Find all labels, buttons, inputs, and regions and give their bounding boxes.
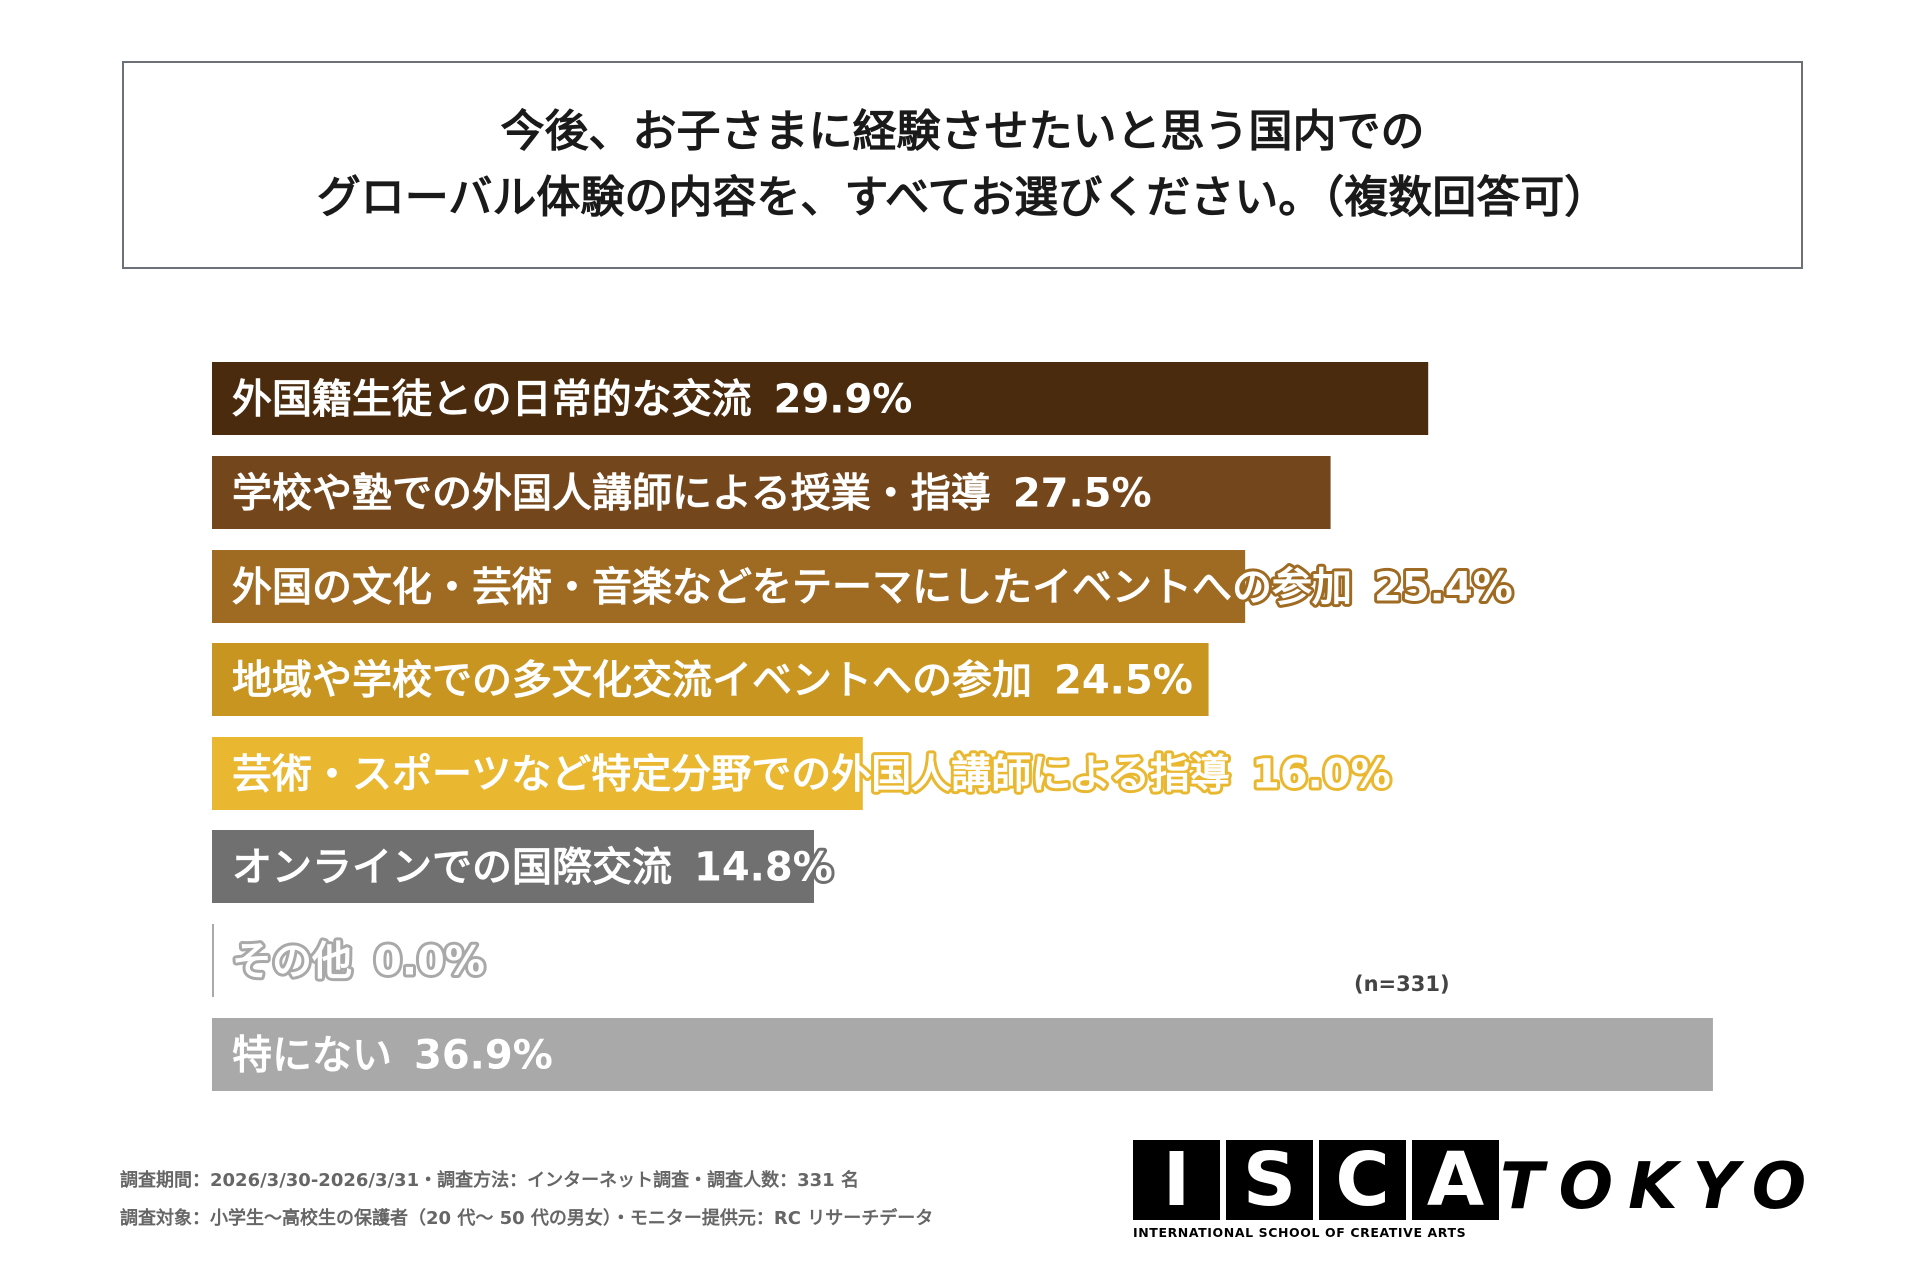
bar	[212, 1018, 1713, 1091]
bar-label: 外国の文化・芸術・音楽などをテーマにしたイベントへの参加 25.4%	[232, 565, 1513, 611]
bar-label: その他 0.0%	[232, 939, 485, 985]
chart-title-line-1: 今後、お子さまに経験させたいと思う国内での	[500, 106, 1425, 157]
logo-letter: C	[1319, 1137, 1406, 1223]
bar-label: 地域や学校での多文化交流イベントへの参加 24.5%	[232, 658, 1193, 704]
bar-category-label: その他	[232, 939, 352, 985]
bar-value-label: 29.9%	[774, 377, 913, 423]
bar-category-label: 外国籍生徒との日常的な交流	[232, 377, 752, 423]
bar-value-label: 14.8%	[694, 845, 833, 891]
chart-title-box: 今後、お子さまに経験させたいと思う国内での グローバル体験の内容を、すべてお選び…	[122, 61, 1803, 269]
bar-value-label: 24.5%	[1054, 658, 1193, 704]
bar-category-label: 地域や学校での多文化交流イベントへの参加	[232, 658, 1032, 704]
bar-value-label: 16.0%	[1252, 752, 1391, 798]
bar	[212, 550, 1246, 623]
logo-letter: S	[1226, 1137, 1313, 1223]
bar-value-label: 25.4%	[1374, 565, 1513, 611]
footnote-line-2: 調査対象：小学生～高校生の保護者（20 代～ 50 代の男女）・モニター提供元：…	[120, 1208, 934, 1229]
logo-letter-boxes: I S C A	[1133, 1137, 1499, 1223]
bar	[212, 737, 863, 810]
bar-value-label: 36.9%	[414, 1033, 553, 1079]
bar-label: 学校や塾での外国人講師による授業・指導 27.5%	[232, 471, 1152, 517]
bar-label: 芸術・スポーツなど特定分野での外国人講師による指導 16.0%	[232, 752, 1391, 798]
bar-label: オンラインでの国際交流 14.8%	[232, 845, 833, 891]
bar-category-label: 芸術・スポーツなど特定分野での外国人講師による指導	[232, 752, 1230, 798]
logo-letter: A	[1412, 1137, 1499, 1223]
chart-title-line-2: グローバル体験の内容を、すべてお選びください。（複数回答可）	[316, 172, 1609, 223]
logo-tagline: INTERNATIONAL SCHOOL OF CREATIVE ARTS	[1133, 1225, 1467, 1240]
sample-size-label: (n=331)	[1354, 972, 1450, 996]
bar-category-label: 学校や塾での外国人講師による授業・指導	[232, 471, 991, 517]
logo-city: TOKYO	[1500, 1150, 1822, 1224]
bar-value-label: 0.0%	[374, 939, 485, 985]
footnote-line-1: 調査期間：2026/3/30-2026/3/31・調査方法：インターネット調査・…	[120, 1170, 859, 1191]
bar	[212, 830, 814, 903]
bar-label: 特にない 36.9%	[232, 1033, 553, 1079]
bar-label: 外国籍生徒との日常的な交流 29.9%	[232, 377, 912, 423]
bar	[212, 456, 1331, 529]
isca-logo: I S C A INTERNATIONAL SCHOOL OF CREATIVE…	[1133, 1137, 1499, 1240]
bar	[212, 362, 1429, 435]
bar	[212, 643, 1209, 716]
bar-category-label: 特にない	[232, 1033, 392, 1079]
bar-category-label: オンラインでの国際交流	[232, 845, 672, 891]
bar-value-label: 27.5%	[1013, 471, 1152, 517]
bar-category-label: 外国の文化・芸術・音楽などをテーマにしたイベントへの参加	[232, 565, 1352, 611]
logo-letter: I	[1133, 1137, 1220, 1223]
survey-footnotes: 調査期間：2026/3/30-2026/3/31・調査方法：インターネット調査・…	[120, 1162, 933, 1238]
